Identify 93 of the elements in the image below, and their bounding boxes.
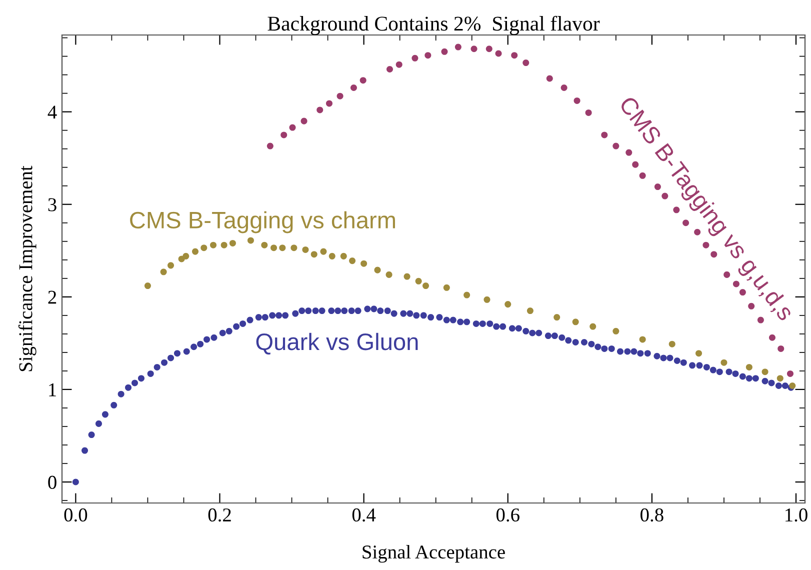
point (316, 106, 324, 114)
y-tick-label: 2 (48, 290, 56, 304)
point (270, 244, 278, 252)
point (746, 364, 752, 370)
x-tick-label: 0.8 (640, 508, 664, 522)
point (632, 161, 639, 168)
point (247, 237, 254, 244)
point (404, 273, 410, 280)
point (290, 244, 298, 252)
series-label: CMS B-Tagging vs charm (130, 211, 395, 234)
point (601, 132, 608, 138)
y-tick-label: 0 (48, 476, 56, 489)
x-axis-title: Signal Acceptance (362, 544, 505, 563)
point (724, 271, 730, 278)
point (412, 54, 418, 62)
point (289, 124, 296, 131)
point (302, 246, 309, 253)
point (441, 48, 448, 55)
x-tick-label: 0.4 (352, 508, 376, 522)
point (612, 142, 620, 150)
y-tick-label: 4 (48, 106, 57, 119)
point (511, 52, 518, 59)
point (710, 251, 718, 258)
point (192, 248, 199, 255)
point (470, 46, 478, 52)
point (261, 242, 268, 248)
point (522, 60, 530, 66)
point (702, 242, 710, 248)
point (424, 52, 432, 59)
point (639, 336, 646, 343)
point (560, 84, 568, 92)
point (349, 258, 356, 264)
point (220, 242, 228, 248)
point (776, 375, 784, 382)
point (554, 314, 560, 321)
point (200, 244, 208, 252)
point (374, 266, 381, 274)
point (484, 296, 490, 303)
point (266, 142, 274, 150)
point (768, 334, 776, 341)
point (182, 252, 190, 260)
point (778, 345, 784, 352)
x-tick-label: 0.6 (496, 508, 520, 522)
y-tick-label: 1 (49, 383, 56, 396)
point (386, 66, 393, 72)
point (422, 282, 430, 290)
point (279, 244, 286, 252)
point (668, 340, 676, 348)
point (328, 252, 336, 260)
point (720, 359, 728, 366)
point (454, 44, 462, 50)
point (210, 242, 217, 248)
point (144, 282, 151, 290)
x-tick-label: 1.0 (786, 508, 808, 522)
point (340, 252, 347, 260)
point (639, 172, 646, 179)
point (612, 328, 620, 334)
point (350, 84, 357, 92)
point (336, 92, 344, 100)
point (310, 251, 318, 258)
y-axis-title: Significance Improvement (18, 166, 36, 372)
point (626, 149, 632, 156)
point (786, 370, 794, 377)
point (464, 292, 470, 298)
point (574, 97, 580, 104)
x-tick-label: 0.2 (208, 508, 231, 522)
point (504, 301, 512, 308)
point (526, 308, 534, 314)
point (495, 50, 502, 57)
point (590, 323, 596, 330)
point (396, 61, 402, 68)
point (572, 318, 579, 326)
point (229, 240, 236, 246)
point (168, 262, 174, 269)
y-tick-label: 3 (48, 198, 56, 212)
series-label: Quark vs Gluon (256, 332, 418, 354)
chart-title: Background Contains 2% Signal flavor (268, 16, 600, 35)
point (280, 132, 288, 138)
point (300, 118, 308, 124)
point (443, 284, 450, 291)
point (386, 271, 392, 278)
point (360, 77, 366, 84)
point (695, 350, 702, 357)
point (360, 260, 368, 267)
point (546, 75, 553, 82)
point (160, 268, 167, 276)
point (762, 368, 768, 376)
point (326, 100, 332, 107)
x-tick-label: 0.0 (64, 508, 88, 522)
point (320, 248, 327, 255)
point (415, 278, 422, 284)
point (486, 46, 492, 52)
point (585, 109, 592, 116)
